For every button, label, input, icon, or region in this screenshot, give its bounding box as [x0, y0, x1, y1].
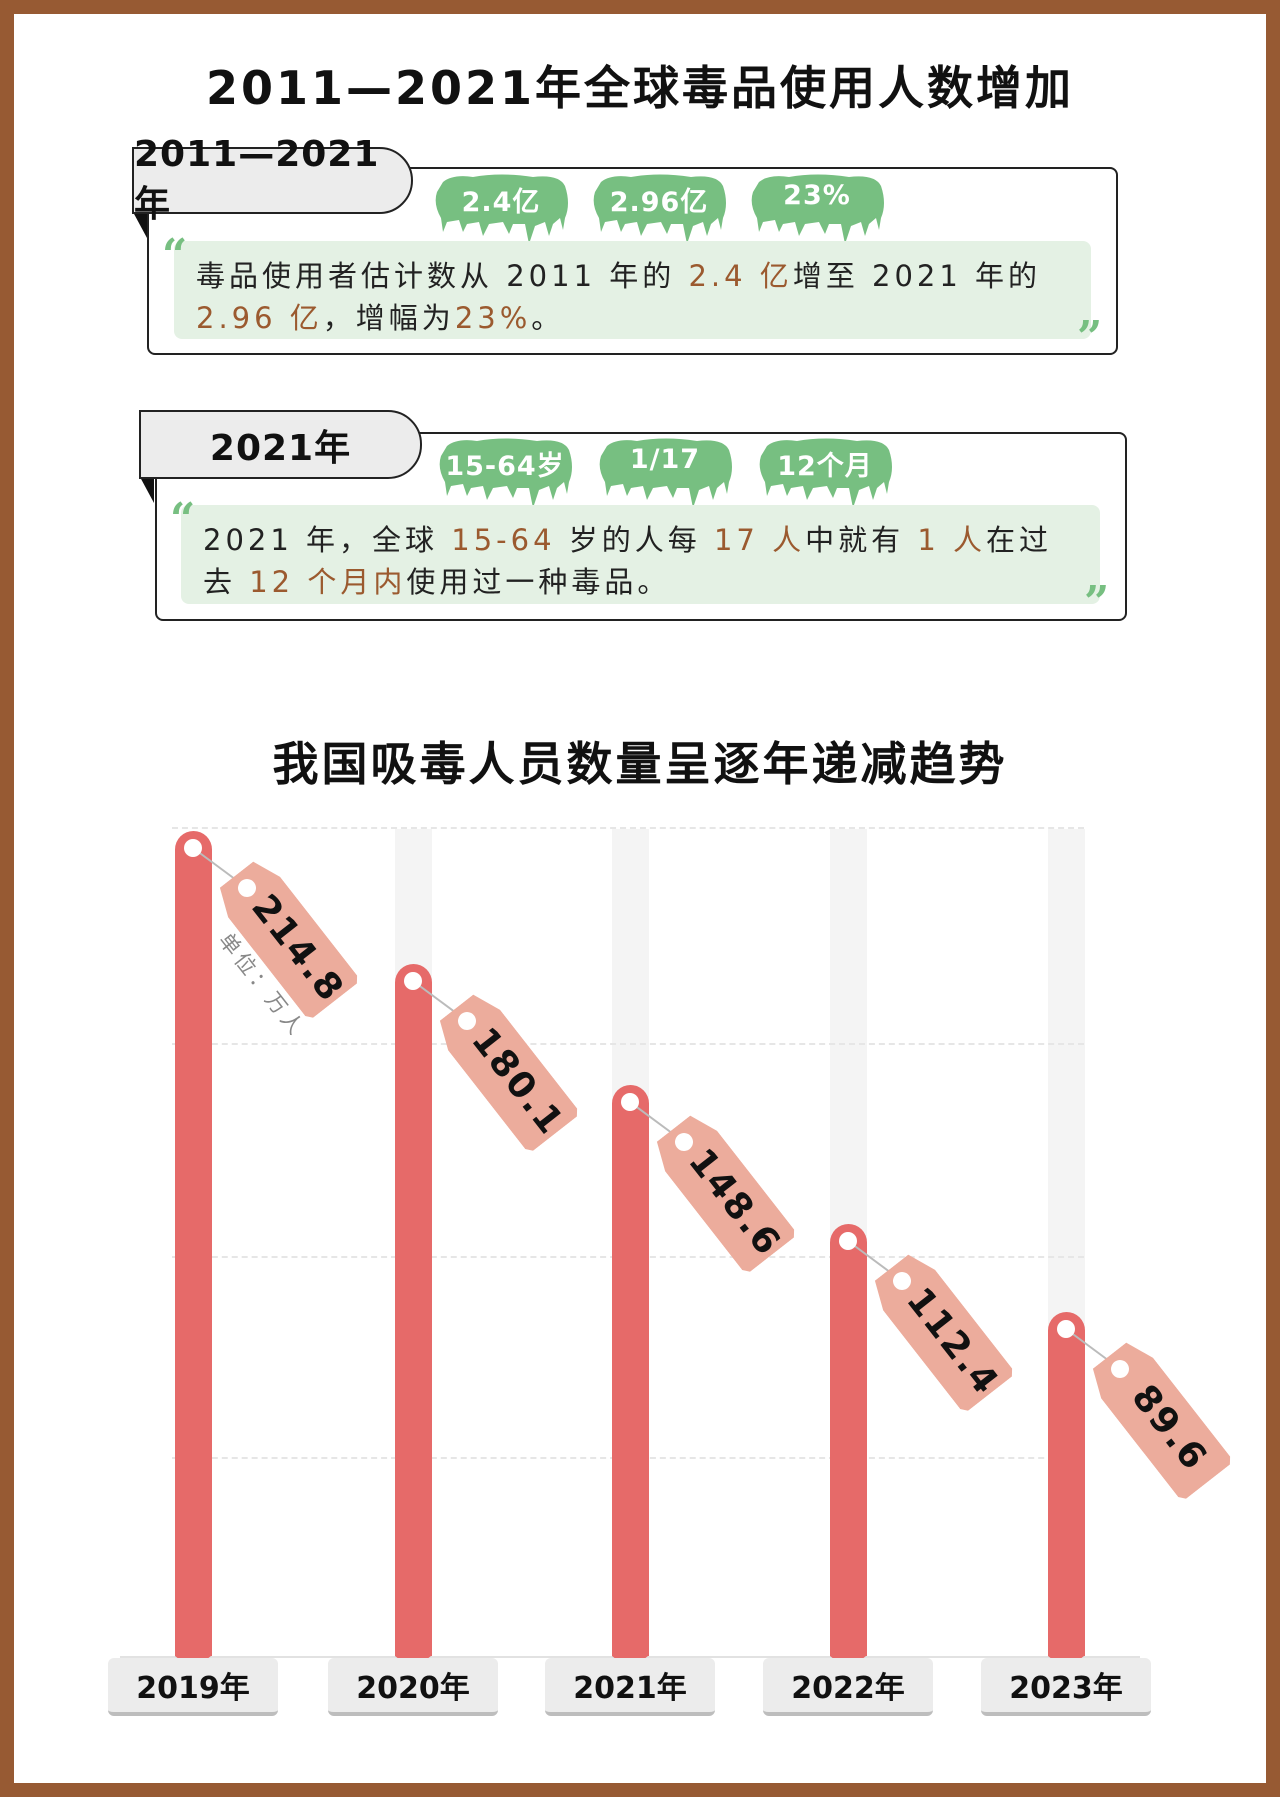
- x-tick-label: 2023年: [981, 1658, 1151, 1716]
- stat-badge-label: 2.4亿: [461, 187, 541, 218]
- highlight-text: 2.96 亿: [196, 301, 323, 335]
- quote-text: 岁的人每: [555, 523, 714, 557]
- stat-badge-label: 1/17: [629, 444, 701, 475]
- quote-line: 去 12 个月内使用过一种毒品。: [203, 561, 1080, 603]
- highlight-text: 23%: [454, 301, 532, 335]
- x-tick-label: 2021年: [545, 1658, 715, 1716]
- quote-text: 中就有: [805, 523, 918, 557]
- card-1-quote: 毒品使用者估计数从 2011 年的 2.4 亿增至 2021 年的 2.96 亿，…: [174, 241, 1091, 339]
- x-tick-label: 2019年: [108, 1658, 278, 1716]
- bar: [394, 964, 432, 1670]
- highlight-text: 1 人: [917, 523, 986, 557]
- card-1-tab: 2011—2021年: [132, 134, 413, 225]
- quote-text: 使用过一种毒品。: [406, 565, 671, 599]
- stat-badge-label: 2.96亿: [609, 187, 709, 218]
- bar-hole: [839, 1232, 857, 1251]
- bar-hole: [621, 1093, 639, 1112]
- close-quote-icon: ”: [1084, 577, 1110, 628]
- open-quote-icon: “: [162, 230, 188, 281]
- quote-text: 。: [531, 301, 565, 335]
- stat-badge-label: 15-64岁: [445, 451, 565, 482]
- gridline: [172, 1043, 1084, 1045]
- quote-text: 2021 年，全球: [203, 523, 452, 557]
- quote-text: 在过: [985, 523, 1052, 557]
- bar: [174, 831, 212, 1670]
- bar-hole: [404, 972, 422, 991]
- tab-fold: [133, 212, 147, 238]
- highlight-text: 17 人: [713, 523, 806, 557]
- stat-badge: 15-64岁: [437, 438, 573, 508]
- quote-text: 去: [203, 565, 250, 599]
- x-tick-label: 2020年: [328, 1658, 498, 1716]
- close-quote-icon: ”: [1077, 312, 1103, 363]
- bar-hole: [1057, 1319, 1075, 1338]
- quote-text: 毒品使用者估计数从 2011 年的: [196, 259, 689, 293]
- quote-line: 2.96 亿，增幅为23%。: [196, 297, 1071, 339]
- quote-line: 毒品使用者估计数从 2011 年的 2.4 亿增至 2021 年的: [196, 255, 1071, 297]
- highlight-text: 2.4 亿: [688, 259, 793, 293]
- highlight-text: 15-64: [451, 523, 556, 557]
- stat-badge-label: 12个月: [777, 451, 873, 482]
- quote-text: 增至 2021 年的: [792, 259, 1042, 293]
- stat-badge-label: 23%: [783, 180, 851, 211]
- chart-title: 我国吸毒人员数量呈逐年递减趋势: [272, 737, 1008, 791]
- bar: [611, 1085, 649, 1670]
- card-2-quote: 2021 年，全球 15-64 岁的人每 17 人中就有 1 人在过去 12 个…: [181, 505, 1100, 604]
- gridline: [172, 827, 1084, 829]
- stat-badge: 2.4亿: [433, 174, 569, 244]
- stat-badge: 2.96亿: [591, 174, 727, 244]
- stat-badge: 1/17: [597, 438, 733, 508]
- highlight-text: 12 个月内: [249, 565, 407, 599]
- open-quote-icon: “: [170, 494, 196, 545]
- section1-title: 2011—2021年全球毒品使用人数增加: [205, 61, 1075, 115]
- bar-hole: [184, 839, 202, 857]
- quote-text: ，增幅为: [322, 301, 455, 335]
- bar: [829, 1224, 867, 1670]
- card-2-tab: 2021年: [139, 410, 422, 479]
- quote-line: 2021 年，全球 15-64 岁的人每 17 人中就有 1 人在过: [203, 519, 1080, 561]
- tab-fold: [140, 477, 154, 503]
- x-tick-label: 2022年: [763, 1658, 933, 1716]
- stat-badge: 12个月: [757, 438, 893, 508]
- stat-badge: 23%: [749, 174, 885, 244]
- bar: [1047, 1311, 1085, 1671]
